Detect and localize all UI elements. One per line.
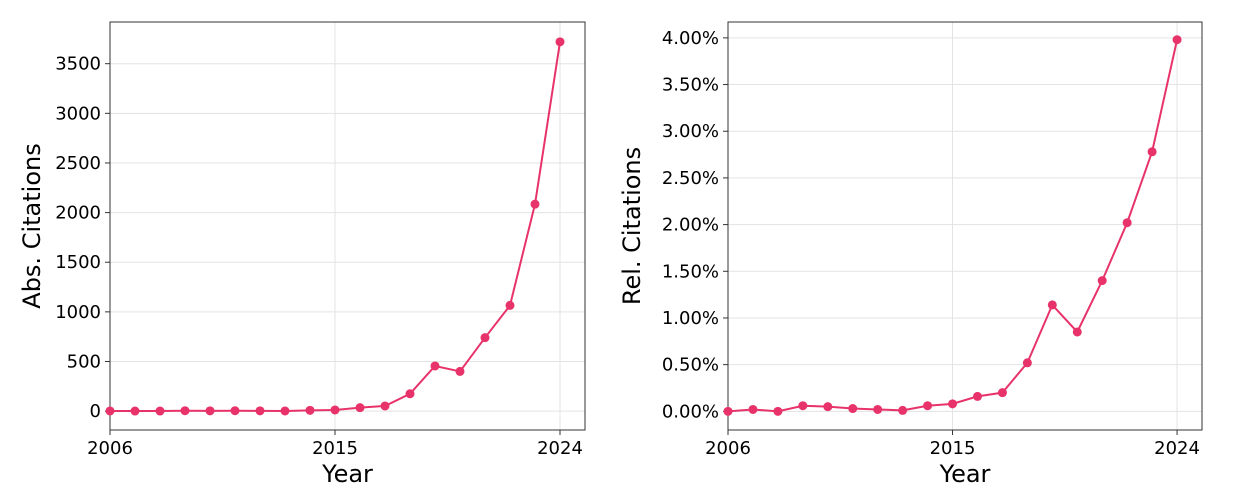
rel-xtick-label-0: 2006	[705, 438, 751, 459]
abs-data-point-2009	[180, 406, 190, 416]
rel-data-point-2024	[1172, 35, 1182, 45]
abs-data-point-2018	[405, 389, 415, 399]
abs-ytick-label-1: 500	[67, 352, 101, 373]
abs-xtick-label-0: 2006	[87, 438, 133, 459]
abs-data-point-2007	[130, 406, 140, 416]
rel-xtick-label-2: 2024	[1154, 438, 1200, 459]
abs-ytick-label-5: 2500	[55, 153, 101, 174]
abs-data-point-2008	[155, 406, 165, 416]
rel-data-point-2022	[1122, 218, 1132, 228]
abs-data-point-2011	[230, 406, 240, 416]
abs-data-point-2023	[530, 199, 540, 209]
rel-data-point-2008	[773, 406, 783, 416]
rel-data-point-2013	[898, 405, 908, 415]
rel-data-point-2007	[748, 404, 758, 414]
abs-data-point-2019	[430, 361, 440, 371]
abs-data-point-2020	[455, 366, 465, 376]
abs-data-point-2017	[380, 401, 390, 411]
rel-data-point-2016	[972, 391, 982, 401]
rel-data-point-2009	[798, 401, 808, 411]
rel-ytick-label-2: 1.00%	[662, 308, 719, 329]
rel-y-axis-label: Rel. Citations	[618, 147, 646, 305]
abs-data-point-2024	[555, 37, 565, 47]
rel-citations-chart: 0.00% 0.50% 1.00% 1.50% 2.00% 2.50% 3.00% 3.50%…	[618, 21, 1203, 488]
abs-citations-chart: 0 500 1000 1500 2000 2500 3000 3500 2006 2015 2024…	[18, 21, 586, 488]
rel-data-point-2011	[848, 404, 858, 414]
abs-ytick-label-0: 0	[90, 401, 101, 422]
rel-ytick-label-8: 4.00%	[662, 28, 719, 49]
rel-xtick-label-1: 2015	[930, 438, 976, 459]
abs-data-point-2013	[280, 406, 290, 416]
abs-data-point-2014	[305, 405, 315, 415]
rel-ytick-label-7: 3.50%	[662, 75, 719, 96]
abs-ytick-label-7: 3500	[55, 54, 101, 75]
rel-x-axis-label: Year	[939, 460, 991, 488]
abs-data-point-2022	[505, 300, 515, 310]
rel-data-point-2021	[1097, 276, 1107, 286]
rel-data-point-2006	[723, 406, 733, 416]
abs-ytick-label-6: 3000	[55, 103, 101, 124]
abs-xtick-label-2: 2024	[537, 438, 583, 459]
rel-data-point-2020	[1072, 327, 1082, 337]
rel-data-point-2023	[1147, 147, 1157, 157]
rel-data-point-2010	[823, 402, 833, 412]
abs-data-point-2006	[105, 406, 115, 416]
abs-axes-frame	[109, 21, 586, 431]
rel-ytick-label-0: 0.00%	[662, 401, 719, 422]
rel-data-point-2015	[948, 399, 958, 409]
abs-x-axis-label: Year	[321, 460, 373, 488]
abs-data-point-2012	[255, 406, 265, 416]
rel-data-point-2019	[1047, 300, 1057, 310]
rel-ytick-label-3: 1.50%	[662, 261, 719, 282]
rel-ytick-label-5: 2.50%	[662, 168, 719, 189]
abs-ytick-label-3: 1500	[55, 252, 101, 273]
abs-ytick-label-4: 2000	[55, 203, 101, 224]
abs-xtick-label-1: 2015	[312, 438, 358, 459]
rel-ytick-label-4: 2.00%	[662, 215, 719, 236]
abs-data-point-2010	[205, 406, 215, 416]
abs-data-point-2021	[480, 333, 490, 343]
rel-data-point-2017	[997, 388, 1007, 398]
rel-data-point-2014	[923, 401, 933, 411]
abs-data-point-2016	[355, 403, 365, 413]
rel-data-point-2018	[1022, 358, 1032, 368]
abs-ytick-label-2: 1000	[55, 302, 101, 323]
rel-ytick-label-1: 0.50%	[662, 355, 719, 376]
rel-axes-frame	[727, 21, 1203, 431]
abs-y-axis-label: Abs. Citations	[18, 143, 46, 308]
rel-ytick-label-6: 3.00%	[662, 121, 719, 142]
abs-data-point-2015	[330, 405, 340, 415]
rel-data-point-2012	[873, 404, 883, 414]
